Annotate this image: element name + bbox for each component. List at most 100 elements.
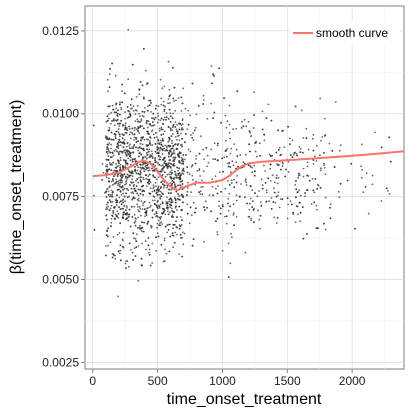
scatter-point (232, 203, 235, 206)
smooth-curve-line (92, 150, 405, 192)
scatter-point (160, 128, 163, 131)
scatter-point (152, 175, 155, 178)
scatter-point (158, 163, 161, 166)
scatter-point (157, 162, 159, 165)
scatter-point (126, 207, 128, 209)
scatter-point (171, 234, 174, 237)
scatter-point (164, 160, 167, 163)
scatter-point (179, 122, 182, 125)
scatter-point (217, 142, 219, 145)
scatter-point (116, 200, 119, 202)
scatter-point (365, 172, 368, 175)
scatter-point (346, 179, 349, 182)
scatter-point (164, 105, 167, 108)
scatter-point (110, 156, 112, 159)
scatter-point (168, 108, 171, 111)
scatter-point (291, 139, 294, 142)
scatter-point (128, 133, 131, 136)
scatter-point (169, 129, 172, 132)
scatter-point (129, 163, 132, 166)
scatter-point (132, 146, 135, 148)
scatter-point (147, 150, 150, 153)
scatter-point (133, 187, 136, 190)
scatter-point (116, 142, 119, 145)
scatter-point (178, 139, 181, 142)
scatter-point (153, 136, 156, 139)
scatter-point (203, 240, 206, 243)
scatter-point (121, 90, 123, 93)
scatter-point (141, 114, 144, 117)
scatter-point (172, 112, 175, 115)
scatter-point (203, 209, 206, 211)
scatter-point (198, 191, 201, 194)
scatter-point (142, 189, 145, 192)
scatter-point (127, 153, 130, 156)
scatter-point (362, 191, 365, 194)
scatter-point (111, 194, 114, 196)
scatter-point (126, 260, 129, 263)
scatter-point (149, 154, 152, 156)
scatter-point (153, 190, 156, 192)
scatter-point (181, 183, 184, 185)
scatter-point (194, 126, 197, 129)
scatter-point (125, 180, 128, 182)
scatter-point (175, 226, 178, 229)
scatter-point (252, 127, 255, 129)
scatter-point (118, 122, 121, 125)
scatter-point (176, 123, 178, 126)
scatter-point (218, 67, 221, 70)
scatter-point (167, 206, 169, 209)
scatter-point (182, 160, 185, 163)
scatter-point (165, 149, 168, 151)
scatter-point (139, 163, 142, 166)
scatter-point (138, 112, 140, 115)
scatter-point (187, 181, 189, 184)
scatter-point (261, 110, 264, 113)
scatter-point (126, 150, 128, 153)
scatter-point (178, 161, 181, 164)
scatter-point (277, 194, 279, 197)
scatter-point (238, 195, 241, 198)
scatter-point (114, 148, 117, 151)
scatter-point (164, 248, 166, 251)
scatter-point (293, 153, 295, 156)
scatter-point (173, 86, 176, 89)
scatter-point (109, 151, 112, 154)
scatter-point (160, 195, 163, 198)
scatter-point (160, 97, 163, 100)
scatter-point (112, 177, 114, 180)
scatter-point (105, 206, 108, 209)
scatter-point (138, 152, 141, 155)
scatter-point (113, 169, 115, 172)
scatter-point (141, 208, 144, 210)
scatter-point (157, 193, 159, 196)
scatter-point (380, 146, 383, 149)
scatter-point (107, 159, 110, 161)
scatter-point (180, 124, 183, 126)
scatter-point (161, 169, 164, 172)
scatter-point (228, 123, 231, 126)
scatter-point (174, 201, 177, 204)
scatter-point (138, 210, 141, 213)
scatter-point (181, 137, 183, 140)
scatter-point (119, 144, 122, 147)
scatter-point (150, 150, 153, 153)
scatter-point (225, 155, 228, 158)
scatter-point (253, 91, 256, 94)
scatter-point (167, 117, 170, 120)
scatter-point (122, 239, 124, 242)
scatter-point (145, 214, 148, 217)
scatter-point (226, 162, 229, 165)
scatter-point (119, 174, 122, 177)
scatter-point (131, 63, 134, 66)
scatter-point (317, 227, 319, 230)
scatter-point (142, 204, 144, 207)
scatter-point (385, 187, 388, 190)
scatter-point (254, 192, 256, 195)
scatter-point (224, 215, 226, 218)
scatter-point (224, 187, 227, 190)
scatter-point (139, 188, 142, 191)
scatter-point (313, 201, 316, 204)
scatter-point (139, 170, 142, 172)
scatter-point (275, 195, 278, 198)
